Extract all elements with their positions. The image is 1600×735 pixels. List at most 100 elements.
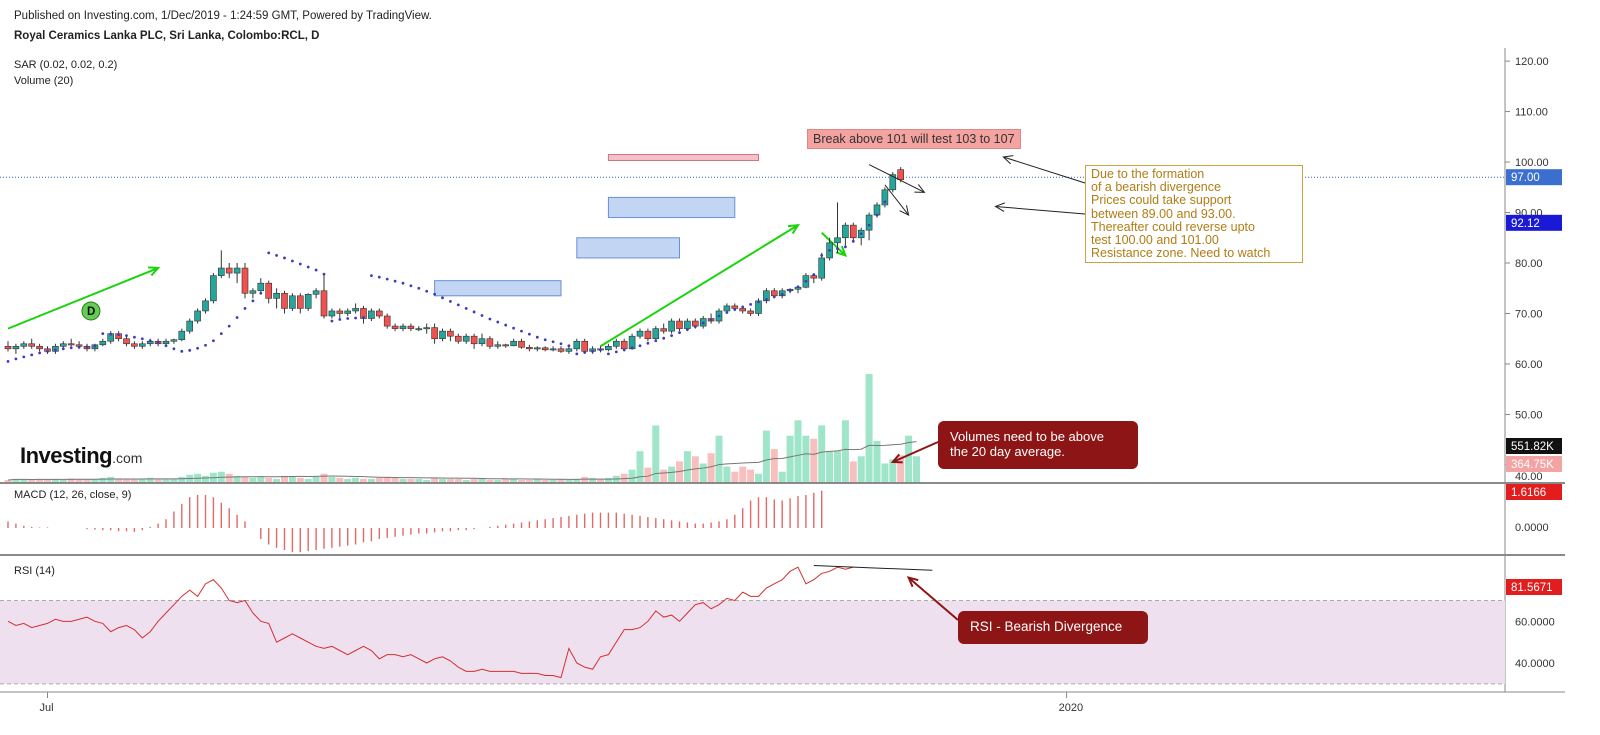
sar-dot [298, 262, 302, 266]
volume-bar [715, 435, 723, 482]
volume-bar [525, 479, 533, 482]
volume-bar [67, 478, 75, 482]
sar-dot [820, 254, 824, 257]
volume-bar [28, 479, 36, 482]
volume-bar [273, 478, 281, 482]
sar-dot [607, 352, 610, 356]
sar-dot [385, 277, 389, 281]
volume-bar [83, 479, 91, 482]
sar-dot [140, 337, 144, 341]
candle-body [170, 339, 178, 342]
sar-dot [109, 332, 113, 336]
volume-bar [439, 478, 446, 482]
volume-bar [352, 477, 360, 482]
rsi-pointer [907, 576, 959, 621]
candle-body [549, 348, 557, 351]
sar-dot [693, 325, 697, 328]
volume-bar [802, 435, 810, 482]
candle-body [289, 295, 296, 309]
volume-bar [652, 425, 660, 482]
rsi-band [0, 600, 1505, 684]
candle-body [312, 290, 320, 295]
sar-dot [283, 256, 286, 260]
candle-body [526, 346, 533, 350]
volume-bar [502, 478, 510, 482]
sar-dot [54, 348, 57, 352]
trend-arrow-head [787, 223, 800, 235]
sar-dot [425, 289, 429, 293]
note-line: Prices could take support [1091, 193, 1232, 208]
candle-body [131, 343, 138, 347]
sar-dot [575, 352, 579, 356]
sar-dot [267, 251, 271, 255]
volume-bar [557, 478, 565, 482]
sar-dot [251, 299, 255, 303]
candle-body [849, 224, 857, 239]
volume-bar [391, 477, 399, 482]
candle-body [494, 344, 502, 347]
volume-bar [755, 473, 762, 482]
volume-indicator-label[interactable]: Volume (20) [14, 75, 74, 87]
sar-dot [717, 314, 721, 318]
sar-dot [875, 213, 879, 217]
sar-dot [46, 349, 49, 353]
sar-dot [188, 348, 192, 352]
sar-dot [93, 344, 97, 348]
volume-bar [241, 476, 249, 482]
note-line: between 89.00 and 93.00. [1091, 206, 1236, 221]
sar-dot [535, 335, 539, 339]
sar-dot [709, 318, 713, 321]
sar-dot [227, 324, 231, 328]
sar-dot [733, 308, 737, 311]
sar-dot [117, 333, 120, 337]
volume-bar [423, 479, 431, 482]
sar-dot [551, 340, 555, 344]
pointer-arrow [1003, 156, 1086, 184]
candle-body [897, 169, 905, 181]
volume-bar [123, 478, 130, 482]
trend-arrow [7, 267, 159, 330]
volume-bar [320, 473, 328, 482]
trend-arrow [599, 224, 799, 348]
volume-note-line: the 20 day average. [950, 444, 1065, 459]
volume-bar [533, 478, 541, 482]
volume-tag-label: 551.82K [1511, 441, 1554, 453]
sar-dot [101, 332, 105, 336]
sar-indicator-label[interactable]: SAR (0.02, 0.02, 0.2) [14, 59, 118, 71]
volume-bar [723, 466, 731, 482]
volume-bar [454, 478, 462, 482]
sar-dot [583, 350, 587, 354]
investing-logo: Investing.com [20, 443, 142, 469]
rsi-annotation: RSI - Bearish Divergence [958, 611, 1148, 644]
candle-body [391, 325, 399, 329]
price-tick-label: 120.00 [1515, 56, 1549, 68]
candle-body [67, 343, 75, 346]
sar-dot [275, 254, 278, 257]
rsi-indicator-label[interactable]: RSI (14) [14, 565, 55, 577]
candle-body [533, 347, 541, 350]
rsi-line [7, 566, 854, 679]
volume-bar [20, 479, 28, 482]
sar-dot [638, 344, 642, 348]
candle-body [123, 338, 130, 345]
sar-dot [77, 345, 81, 349]
volume-bar [407, 478, 415, 482]
sar-dot [409, 284, 413, 288]
volume-bar [328, 476, 336, 482]
candle-body [399, 325, 407, 329]
volume-bar [541, 479, 549, 482]
sar-dot [180, 349, 184, 353]
macd-indicator-label[interactable]: MACD (12, 26, close, 9) [14, 489, 132, 501]
volume-bar [905, 435, 913, 482]
candle-body [462, 335, 470, 342]
sar-dot [393, 279, 397, 283]
volume-bar [604, 477, 612, 482]
volume-bar [810, 438, 818, 482]
sar-dot [543, 338, 547, 342]
candle-body [407, 325, 415, 329]
volume-bar [644, 467, 652, 482]
candle-body [273, 292, 280, 299]
volume-bar [91, 478, 99, 482]
pointer-arrow-head [914, 184, 926, 193]
volume-bar [44, 479, 51, 482]
